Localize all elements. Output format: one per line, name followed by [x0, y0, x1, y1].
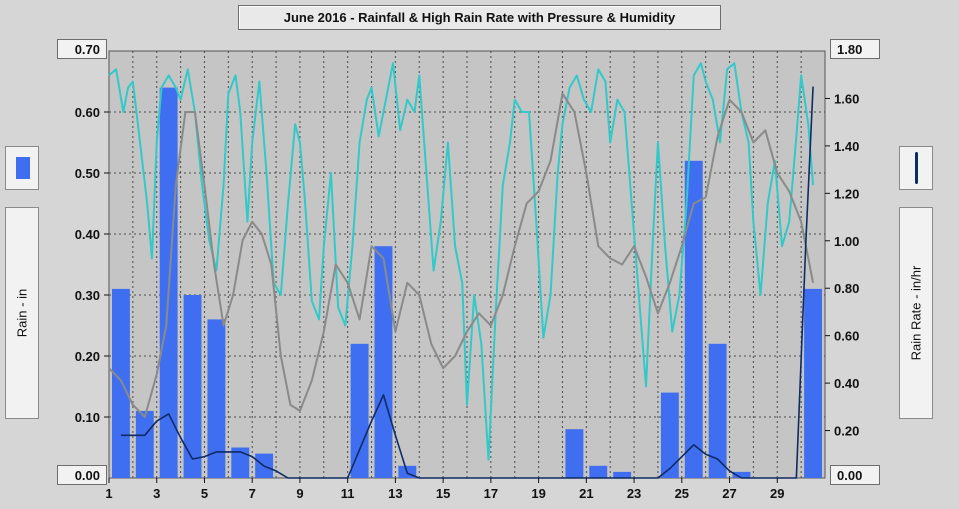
- pressure-line: [108, 92, 815, 418]
- x-tick-label: 9: [296, 486, 303, 501]
- rain-bar: [613, 471, 632, 478]
- left-tick-label: 0.30: [75, 288, 100, 303]
- x-tick-label: 1: [105, 486, 112, 501]
- rain-bar: [135, 410, 154, 478]
- series-lines: [108, 62, 815, 479]
- rain-bar: [374, 246, 393, 478]
- left-y-ticks: 0.10 0.20 0.30 0.40 0.50 0.60: [75, 105, 109, 425]
- rain-bar: [804, 288, 823, 478]
- left-tick-label: 0.10: [75, 410, 100, 425]
- right-y-ticks: 0.20 0.40 0.60 0.80 1.00 1.20 1.40 1.60: [825, 91, 859, 439]
- rain-rate-line: [120, 86, 814, 479]
- rain-rate-line-icon: [915, 152, 918, 184]
- rain-bar: [111, 288, 130, 478]
- grid: [109, 51, 825, 478]
- rain-bar: [732, 471, 751, 478]
- right-tick-label: 0.40: [834, 376, 859, 391]
- x-ticks: 1 3 5 7 9 11 13 15 17 19 21 23 25 27 29: [105, 478, 785, 501]
- right-tick-label: 0.80: [834, 281, 859, 296]
- left-tick-label: 0.50: [75, 166, 100, 181]
- chart-title: June 2016 - Rainfall & High Rain Rate wi…: [238, 5, 721, 30]
- rain-bar: [684, 160, 703, 479]
- left-tick-label: 0.20: [75, 349, 100, 364]
- rain-bar: [183, 295, 202, 478]
- left-tick-label: 0.60: [75, 105, 100, 120]
- rain-bar: [708, 343, 727, 478]
- rain-bar: [207, 319, 226, 478]
- x-tick-label: 5: [201, 486, 208, 501]
- rain-bars: [111, 87, 823, 479]
- right-tick-label: 1.00: [834, 234, 859, 249]
- rain-rate-legend-swatch: [899, 146, 933, 190]
- x-tick-label: 23: [627, 486, 641, 501]
- x-tick-label: 21: [579, 486, 593, 501]
- x-tick-label: 7: [249, 486, 256, 501]
- rain-bar: [660, 392, 679, 478]
- x-tick-label: 25: [675, 486, 689, 501]
- rain-bar: [589, 465, 608, 478]
- left-axis-min-box: 0.00: [57, 465, 107, 485]
- right-axis-max-box: 1.80: [830, 39, 880, 59]
- x-tick-label: 11: [341, 486, 355, 501]
- right-tick-label: 1.20: [834, 186, 859, 201]
- right-tick-label: 0.20: [834, 424, 859, 439]
- rain-bar-icon: [16, 157, 30, 179]
- right-tick-label: 1.60: [834, 91, 859, 106]
- right-tick-label: 0.60: [834, 329, 859, 344]
- x-tick-label: 17: [484, 486, 498, 501]
- rain-bar: [350, 343, 369, 478]
- x-tick-label: 3: [153, 486, 160, 501]
- humidity-line: [108, 62, 815, 461]
- left-tick-label: 0.40: [75, 227, 100, 242]
- right-tick-label: 1.40: [834, 139, 859, 154]
- rain-bar: [231, 447, 250, 478]
- x-tick-label: 27: [722, 486, 736, 501]
- x-tick-label: 19: [531, 486, 545, 501]
- x-tick-label: 29: [770, 486, 784, 501]
- left-axis-max-box: 0.70: [57, 39, 107, 59]
- x-tick-label: 13: [388, 486, 402, 501]
- left-axis-label-panel: Rain - in: [5, 207, 39, 419]
- right-axis-min-box: 0.00: [830, 465, 880, 485]
- rain-bar: [565, 429, 584, 478]
- right-axis-label-panel: Rain Rate - in/hr: [899, 207, 933, 419]
- rain-legend-swatch: [5, 146, 39, 190]
- x-tick-label: 15: [436, 486, 450, 501]
